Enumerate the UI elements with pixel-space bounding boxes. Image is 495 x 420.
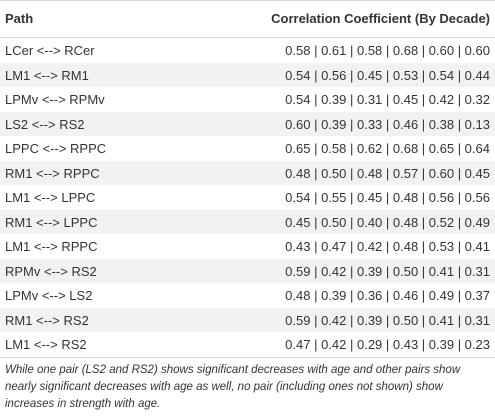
table-row: LM1 <--> RS2 0.47 | 0.42 | 0.29 | 0.43 |…: [0, 332, 495, 357]
table-bottom-rule: [0, 356, 495, 358]
table-row: LCer <--> RCer 0.58 | 0.61 | 0.58 | 0.68…: [0, 38, 495, 63]
path-cell: LM1 <--> RPPC: [5, 239, 98, 254]
correlation-cell: 0.59 | 0.42 | 0.39 | 0.50 | 0.41 | 0.31: [285, 263, 490, 279]
correlation-cell: 0.59 | 0.42 | 0.39 | 0.50 | 0.41 | 0.31: [285, 312, 490, 328]
table-row: LM1 <--> LPPC 0.54 | 0.55 | 0.45 | 0.48 …: [0, 185, 495, 210]
correlation-cell: 0.54 | 0.39 | 0.31 | 0.45 | 0.42 | 0.32: [285, 92, 490, 107]
correlation-cell: 0.48 | 0.50 | 0.48 | 0.57 | 0.60 | 0.45: [285, 165, 490, 181]
table-row: RM1 <--> RS2 0.59 | 0.42 | 0.39 | 0.50 |…: [0, 307, 495, 332]
path-cell: LCer <--> RCer: [5, 43, 95, 58]
path-cell: LM1 <--> LPPC: [5, 190, 96, 205]
correlation-cell: 0.43 | 0.47 | 0.42 | 0.48 | 0.53 | 0.41: [285, 239, 490, 254]
correlation-cell: 0.47 | 0.42 | 0.29 | 0.43 | 0.39 | 0.23: [285, 337, 490, 352]
path-cell: RM1 <--> RS2: [5, 312, 89, 328]
path-cell: LS2 <--> RS2: [5, 116, 85, 132]
table-body: LCer <--> RCer 0.58 | 0.61 | 0.58 | 0.68…: [0, 38, 495, 357]
correlation-table: Path Correlation Coefficient (By Decade)…: [0, 0, 495, 358]
correlation-column-header: Correlation Coefficient (By Decade): [271, 11, 490, 26]
table-row: RPMv <--> RS2 0.59 | 0.42 | 0.39 | 0.50 …: [0, 258, 495, 283]
table-row: RM1 <--> LPPC 0.45 | 0.50 | 0.40 | 0.48 …: [0, 209, 495, 234]
correlation-cell: 0.65 | 0.58 | 0.62 | 0.68 | 0.65 | 0.64: [285, 141, 490, 156]
table-row: RM1 <--> RPPC 0.48 | 0.50 | 0.48 | 0.57 …: [0, 160, 495, 185]
correlation-cell: 0.45 | 0.50 | 0.40 | 0.48 | 0.52 | 0.49: [285, 214, 490, 230]
table-row: LPMv <--> LS2 0.48 | 0.39 | 0.36 | 0.46 …: [0, 283, 495, 308]
path-cell: LM1 <--> RS2: [5, 337, 87, 352]
path-cell: RM1 <--> LPPC: [5, 214, 98, 230]
correlation-cell: 0.54 | 0.55 | 0.45 | 0.48 | 0.56 | 0.56: [285, 190, 490, 205]
table-row: LPPC <--> RPPC 0.65 | 0.58 | 0.62 | 0.68…: [0, 136, 495, 161]
table-row: LPMv <--> RPMv 0.54 | 0.39 | 0.31 | 0.45…: [0, 87, 495, 112]
path-cell: LPPC <--> RPPC: [5, 141, 107, 156]
path-cell: RPMv <--> RS2: [5, 263, 97, 279]
path-cell: LM1 <--> RM1: [5, 67, 89, 83]
correlation-cell: 0.48 | 0.39 | 0.36 | 0.46 | 0.49 | 0.37: [285, 288, 490, 303]
path-column-header: Path: [5, 11, 34, 26]
correlation-cell: 0.58 | 0.61 | 0.58 | 0.68 | 0.60 | 0.60: [285, 43, 490, 58]
table-header: Path Correlation Coefficient (By Decade): [0, 0, 495, 38]
table-footnote: While one pair (LS2 and RS2) shows signi…: [5, 364, 461, 410]
table-row: LM1 <--> RPPC 0.43 | 0.47 | 0.42 | 0.48 …: [0, 234, 495, 259]
correlation-cell: 0.60 | 0.39 | 0.33 | 0.46 | 0.38 | 0.13: [285, 116, 490, 132]
table-row: LM1 <--> RM1 0.54 | 0.56 | 0.45 | 0.53 |…: [0, 62, 495, 87]
path-cell: RM1 <--> RPPC: [5, 165, 100, 181]
correlation-cell: 0.54 | 0.56 | 0.45 | 0.53 | 0.54 | 0.44: [285, 67, 490, 83]
path-cell: LPMv <--> RPMv: [5, 92, 105, 107]
path-cell: LPMv <--> LS2: [5, 288, 93, 303]
table-row: LS2 <--> RS2 0.60 | 0.39 | 0.33 | 0.46 |…: [0, 111, 495, 136]
